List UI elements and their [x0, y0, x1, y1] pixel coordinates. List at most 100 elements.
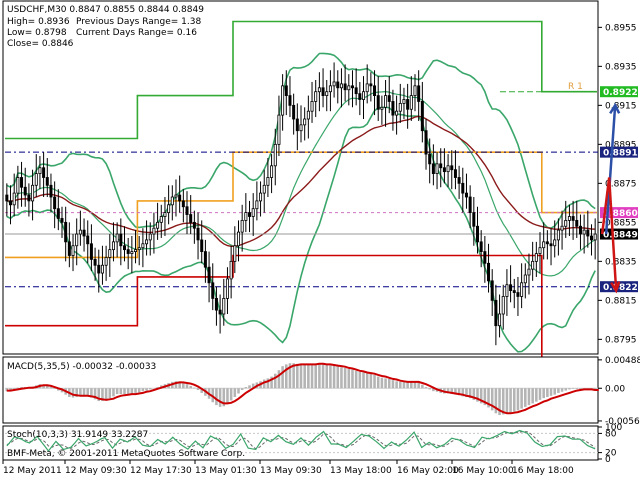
- candle-bull: [170, 196, 174, 206]
- price-tick-label: 0.8895: [605, 140, 637, 150]
- candle-bull: [402, 99, 406, 104]
- time-axis: 12 May 2011 12 May 09:30 12 May 17:30 13 Ma…: [2, 460, 574, 476]
- candle-bull: [564, 219, 568, 227]
- forecast-down-arrow: [600, 177, 621, 294]
- candle-bear: [350, 85, 354, 89]
- candle-bear: [376, 95, 380, 110]
- candle-bear: [417, 85, 421, 102]
- stoch-label: Stoch(10,3,3) 31.9149 33.2287: [7, 430, 148, 440]
- candle-bear: [453, 169, 457, 178]
- candle-bull: [303, 118, 307, 126]
- candle-bull: [273, 143, 277, 167]
- candle-bull: [163, 212, 167, 217]
- time-tick-label: 16 May 02:00: [397, 466, 459, 476]
- candle-bear: [336, 81, 340, 89]
- green-level-label-box: [600, 86, 638, 98]
- blue-level-upper-label: 0.8891: [603, 149, 638, 159]
- price-tick-label: 0.8955: [605, 23, 637, 33]
- candle-bull: [104, 257, 108, 266]
- candle-bull: [413, 85, 417, 96]
- candle-bull: [560, 225, 564, 231]
- price-tick-label: 0.8855: [605, 218, 637, 228]
- candle-bull: [156, 221, 160, 229]
- candle-bull: [34, 173, 38, 186]
- candle-bull: [299, 124, 303, 132]
- candle-bull: [75, 233, 79, 247]
- candle-bull: [347, 85, 351, 91]
- candle-bull: [306, 110, 310, 120]
- moving-average-line: [6, 115, 596, 247]
- candle-bear: [288, 95, 292, 106]
- candle-bull: [225, 278, 229, 299]
- candle-bear: [420, 101, 424, 132]
- candle-bear: [424, 130, 428, 155]
- candle-bear: [45, 177, 49, 186]
- candle-bear: [439, 163, 443, 169]
- candle-bear: [218, 309, 222, 315]
- candle-bear: [464, 192, 468, 198]
- candle-bull: [167, 204, 171, 214]
- macd-signal-line: [6, 362, 599, 415]
- time-tick-label: 12 May 09:30: [65, 466, 127, 476]
- stoch-signal-line: [6, 430, 596, 450]
- stoch-main-line: [6, 429, 596, 452]
- stoch-tick-label: 0: [605, 455, 611, 465]
- candle-bull: [553, 239, 557, 247]
- candle-bear: [203, 251, 207, 268]
- candle-bear: [373, 85, 377, 96]
- candle-bull: [266, 177, 270, 186]
- candle-bull: [222, 297, 226, 315]
- candle-bear: [192, 221, 196, 229]
- bollinger-middle-line: [6, 90, 596, 277]
- candle-bear: [56, 208, 60, 219]
- candle-bull: [38, 167, 42, 174]
- candle-bear: [509, 284, 513, 291]
- close-label: Close= 0.8846: [7, 39, 74, 49]
- candle-bull: [395, 110, 399, 116]
- candle-bull: [314, 91, 318, 102]
- blue-level-lower-label-box: [600, 281, 638, 293]
- candle-bull: [115, 233, 119, 243]
- macd-panel: 0.00488 0.00 -0.00562 MACD(5,35,5) -0.0003…: [2, 356, 640, 427]
- candle-bear: [196, 227, 200, 241]
- price-panel: 0.89550.89350.89150.88950.88750.88550.88…: [2, 0, 638, 370]
- candle-bull: [16, 177, 20, 194]
- candle-bear: [431, 163, 435, 175]
- candle-bear: [295, 118, 299, 132]
- candle-bear: [321, 87, 325, 97]
- candle-bull: [111, 241, 115, 251]
- time-tick-label: 12 May 2011: [3, 466, 62, 476]
- candle-bull: [332, 81, 336, 87]
- price-panel-frame: [2, 0, 599, 355]
- candle-bull: [233, 245, 237, 262]
- candle-bear: [442, 167, 446, 173]
- candle-bull: [236, 231, 240, 247]
- candle-bull: [71, 245, 75, 256]
- macd-tick-label: 0.00: [605, 384, 625, 394]
- high-label: High= 0.8936: [7, 17, 70, 27]
- macd-label: MACD(5,35,5) -0.00032 -0.00033: [7, 362, 156, 372]
- price-tick-label: 0.8835: [605, 257, 637, 267]
- candle-bull: [174, 194, 178, 198]
- candle-bear: [586, 229, 590, 237]
- price-tick-label: 0.8815: [605, 296, 637, 306]
- candle-bull: [534, 253, 538, 262]
- candle-bear: [406, 99, 410, 110]
- candle-bear: [82, 229, 86, 237]
- time-tick-label: 13 May 01:30: [195, 466, 257, 476]
- candle-bull: [229, 260, 233, 280]
- price-tick-label: 0.8915: [605, 101, 637, 111]
- candle-bull: [137, 247, 141, 251]
- candle-bear: [578, 225, 582, 235]
- candle-bull: [527, 268, 531, 276]
- copyright-label: BMF-Meta, © 2001-2011 MetaQuotes Softwar…: [7, 449, 245, 459]
- candle-bull: [582, 229, 586, 235]
- close-level-label: 0.8849: [603, 231, 638, 241]
- candle-bear: [67, 241, 71, 256]
- candle-bear: [369, 83, 373, 87]
- candle-bear: [450, 165, 454, 171]
- candle-bear: [457, 177, 461, 184]
- candle-bull: [542, 241, 546, 249]
- green-level-label: 0.8922: [603, 88, 638, 98]
